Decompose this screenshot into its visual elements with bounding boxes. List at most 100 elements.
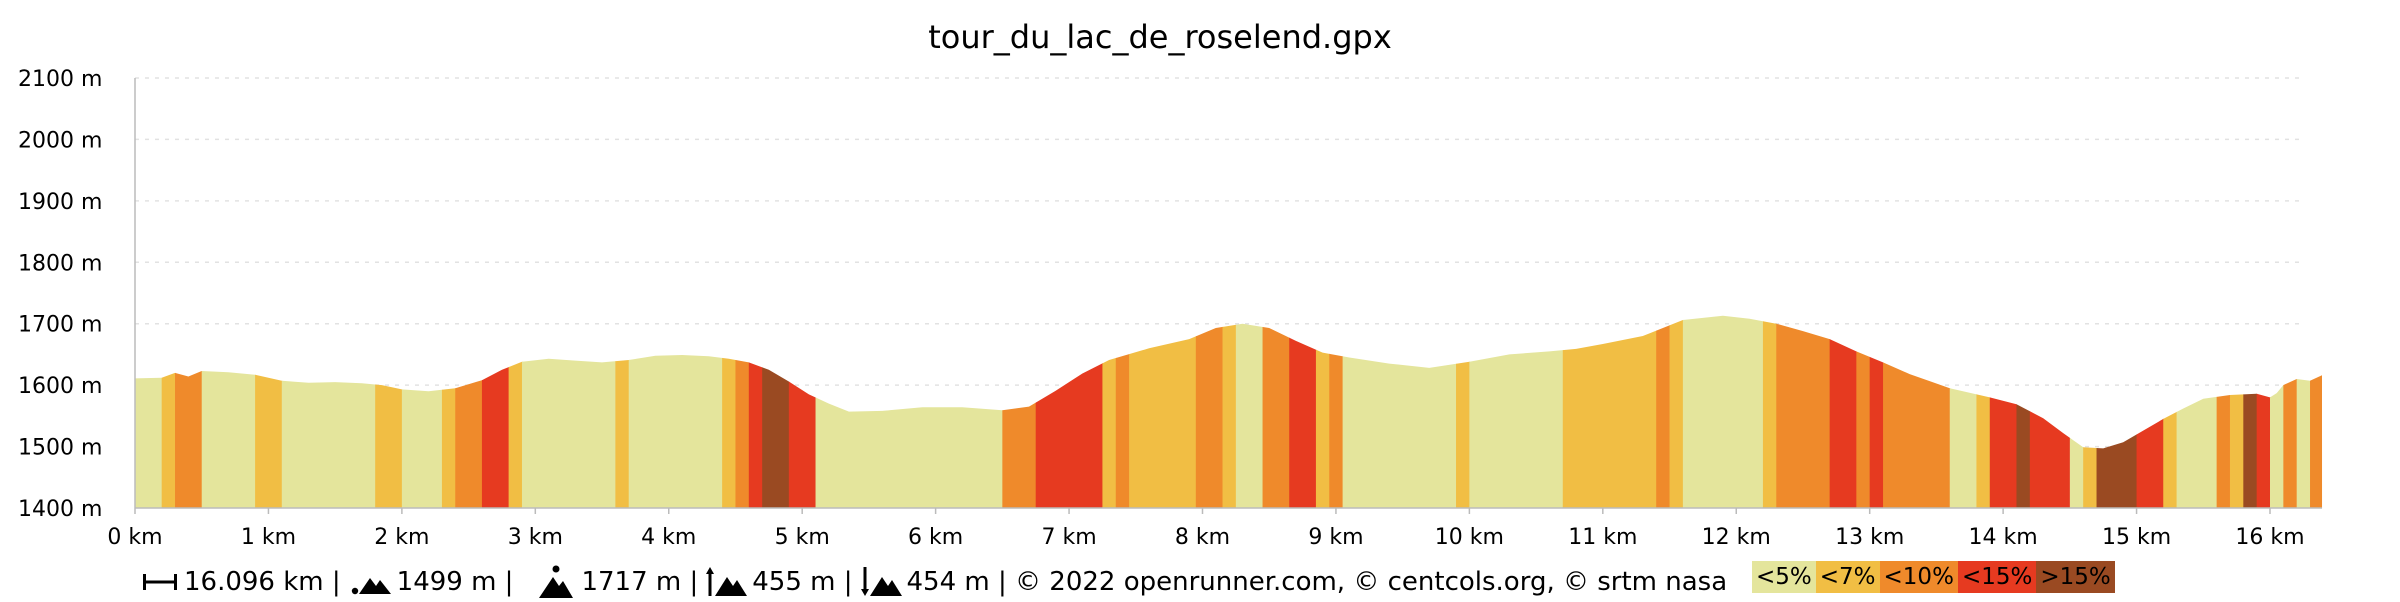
- slope-band: [1262, 315, 1290, 508]
- slope-band: [375, 315, 403, 508]
- slope-band: [1562, 315, 1657, 508]
- slope-band: [508, 315, 523, 508]
- slope-band: [2243, 315, 2258, 508]
- slope-band: [1989, 315, 2018, 508]
- min-altitude-icon: [351, 578, 391, 595]
- slope-band: [2163, 315, 2178, 508]
- x-tick-label: 7 km: [1041, 525, 1096, 550]
- slope-band: [2083, 315, 2098, 508]
- legend-item-gt15: >15%: [2036, 561, 2115, 593]
- x-tick-label: 12 km: [1702, 525, 1771, 550]
- y-tick-label: 1900 m: [18, 190, 102, 215]
- descent-icon: [860, 567, 902, 596]
- slope-band: [1195, 315, 1224, 508]
- distance-icon: [143, 574, 177, 590]
- x-tick-label: 16 km: [2235, 525, 2304, 550]
- slope-band: [2283, 315, 2298, 508]
- slope-band: [1456, 315, 1470, 508]
- x-tick-label: 1 km: [241, 525, 296, 550]
- y-tick-label: 1800 m: [18, 251, 102, 276]
- slope-band: [441, 315, 456, 508]
- ascent-stat: 455 m |: [706, 567, 853, 597]
- slope-band: [1762, 315, 1777, 508]
- slope-band: [1115, 315, 1130, 508]
- slope-band: [281, 315, 376, 508]
- x-tick-label: 0 km: [107, 525, 162, 550]
- min-altitude-stat: 1499 m |: [351, 567, 514, 597]
- slope-band: [1035, 315, 1104, 508]
- slope-band: [1776, 315, 1831, 508]
- slope-band: [2296, 315, 2311, 508]
- max-altitude-stat: 1717 m |: [537, 565, 698, 599]
- slope-band: [1656, 315, 1671, 508]
- slope-band: [1235, 315, 1264, 508]
- legend-item-lt5: <5%: [1752, 561, 1816, 593]
- distance-stat: 16.096 km |: [142, 567, 341, 597]
- slope-band: [455, 315, 483, 508]
- slope-band: [2256, 315, 2271, 508]
- slope-band: [2096, 315, 2138, 508]
- y-tick-label: 1400 m: [18, 497, 102, 522]
- slope-band: [615, 315, 630, 508]
- slope-band: [1469, 315, 1564, 508]
- slope-band: [2069, 315, 2084, 508]
- legend-item-lt15: <15%: [1957, 561, 2037, 593]
- x-tick-label: 2 km: [374, 525, 429, 550]
- slope-bands: [135, 315, 2323, 508]
- slope-legend: <5% <7% <10% <15% >15%: [1752, 561, 2115, 593]
- slope-band: [628, 315, 723, 508]
- slope-band: [1315, 315, 1330, 508]
- slope-band: [135, 315, 163, 508]
- slope-band: [1669, 315, 1684, 508]
- slope-band: [735, 315, 750, 508]
- slope-band: [1289, 315, 1317, 508]
- distance-value: 16.096 km |: [184, 567, 341, 597]
- slope-band: [2029, 315, 2071, 508]
- slope-band: [1682, 315, 1764, 508]
- descent-stat: 454 m | © 2022 openrunner.com, © centcol…: [860, 567, 1727, 597]
- slope-band: [2270, 315, 2284, 508]
- x-tick-label: 9 km: [1308, 525, 1363, 550]
- slope-band: [1856, 315, 1871, 508]
- slope-band: [2229, 315, 2244, 508]
- chart-title: tour_du_lac_de_roselend.gpx: [928, 18, 1392, 56]
- slope-band: [815, 315, 1003, 508]
- slope-band: [788, 315, 817, 508]
- slope-band: [521, 315, 616, 508]
- slope-band: [161, 315, 176, 508]
- slope-band: [2136, 315, 2164, 508]
- slope-band: [2176, 315, 2218, 508]
- slope-band: [748, 315, 763, 508]
- ascent-icon: [706, 567, 748, 596]
- slope-band: [2216, 315, 2231, 508]
- slope-band: [1829, 315, 1857, 508]
- x-tick-label: 3 km: [508, 525, 563, 550]
- y-tick-label: 1600 m: [18, 374, 102, 399]
- x-tick-label: 6 km: [908, 525, 963, 550]
- slope-band: [1976, 315, 1991, 508]
- ascent-value: 455 m |: [752, 567, 853, 597]
- x-tick-label: 11 km: [1568, 525, 1637, 550]
- x-tick-labels: 0 km 1 km 2 km 3 km 4 km 5 km 6 km 7 km 8 km 9 km…: [107, 508, 2305, 550]
- y-tick-labels: 1400 m 1500 m 1600 m 1700 m 1800 m 1900 m 2000…: [18, 67, 102, 522]
- x-tick-label: 4 km: [641, 525, 696, 550]
- slope-band: [401, 315, 443, 508]
- y-tick-label: 1500 m: [18, 436, 102, 461]
- min-altitude-value: 1499 m |: [396, 567, 514, 597]
- slope-band: [175, 315, 203, 508]
- legend-item-lt7: <7%: [1815, 561, 1880, 593]
- x-tick-label: 5 km: [775, 525, 830, 550]
- y-tick-label: 1700 m: [18, 313, 102, 338]
- x-tick-label: 10 km: [1435, 525, 1504, 550]
- slope-band: [1883, 315, 1951, 508]
- y-tick-label: 2100 m: [18, 67, 102, 92]
- slope-band: [2310, 315, 2323, 508]
- x-tick-label: 14 km: [1969, 525, 2038, 550]
- slope-band: [762, 315, 790, 508]
- slope-band: [722, 315, 737, 508]
- slope-band: [1002, 315, 1037, 508]
- slope-band: [481, 315, 510, 508]
- slope-band: [1869, 315, 1884, 508]
- legend-item-lt10: <10%: [1879, 561, 1958, 593]
- slope-band: [1129, 315, 1197, 508]
